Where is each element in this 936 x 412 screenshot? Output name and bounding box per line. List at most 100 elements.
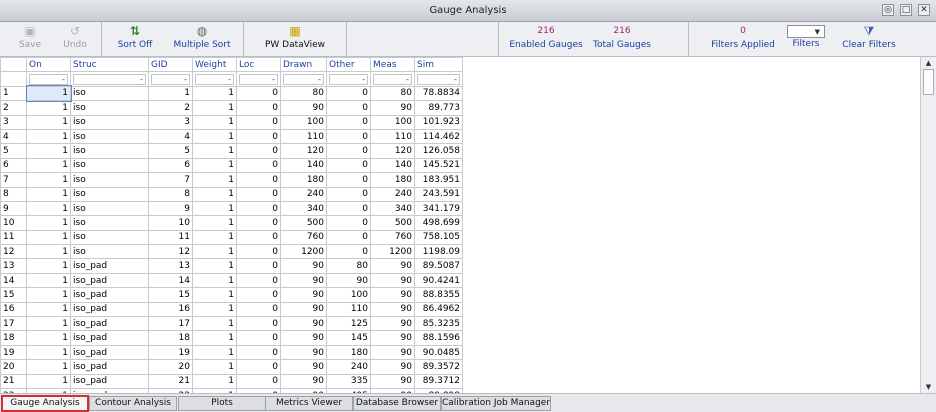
table-cell-gid[interactable]: 15 (148, 287, 193, 303)
table-cell-weight[interactable]: 1 (192, 287, 237, 303)
save-button[interactable]: ▣ Save (14, 24, 46, 55)
table-cell-drawn[interactable]: 80 (280, 85, 327, 102)
table-cell-sim[interactable]: 183.951 (414, 172, 463, 188)
table-cell-on[interactable]: 1 (26, 373, 71, 389)
table-cell-other[interactable]: 0 (326, 143, 371, 159)
table-cell-loc[interactable]: 0 (236, 186, 281, 202)
table-cell-other[interactable]: 0 (326, 100, 371, 116)
table-cell-meas[interactable]: 100 (370, 114, 415, 130)
column-filter-gid[interactable]: - (148, 71, 193, 87)
table-row[interactable]: 5 1 iso 5 1 0 120 0 120 126.058 (0, 143, 463, 159)
table-cell-drawn[interactable]: 340 (280, 200, 327, 217)
table-cell-drawn[interactable]: 90 (280, 301, 327, 318)
table-cell-on[interactable]: 1 (26, 316, 71, 332)
table-cell-loc[interactable]: 0 (236, 172, 281, 188)
table-cell-weight[interactable]: 1 (192, 100, 237, 116)
table-cell-meas[interactable]: 110 (370, 128, 415, 145)
table-cell-on[interactable]: 1 (26, 258, 71, 274)
maximize-icon[interactable]: □ (900, 4, 912, 16)
filter-dropdown[interactable]: - (417, 73, 460, 85)
table-cell-drawn[interactable]: 140 (280, 157, 327, 174)
table-cell-weight[interactable]: 1 (192, 301, 237, 318)
table-cell-struc[interactable]: iso_pad (70, 373, 149, 389)
table-cell-weight[interactable]: 1 (192, 215, 237, 231)
column-filter-on[interactable]: - (26, 71, 71, 87)
table-cell-on[interactable]: 1 (26, 186, 71, 202)
table-cell-meas[interactable]: 760 (370, 229, 415, 246)
table-cell-struc[interactable]: iso (70, 128, 149, 145)
table-cell-on[interactable]: 1 (26, 301, 71, 318)
table-cell-struc[interactable]: iso_pad (70, 316, 149, 332)
table-cell-weight[interactable]: 1 (192, 272, 237, 289)
table-cell-loc[interactable]: 0 (236, 316, 281, 332)
table-row[interactable]: 16 1 iso_pad 16 1 0 90 110 90 86.4962 (0, 301, 463, 318)
table-cell-weight[interactable]: 1 (192, 128, 237, 145)
clear-filters-button[interactable]: ⧩ Clear Filters (838, 24, 900, 55)
table-cell-sim[interactable]: 114.462 (414, 128, 463, 145)
table-cell-meas[interactable]: 90 (370, 330, 415, 346)
filter-dropdown[interactable]: - (373, 73, 412, 85)
column-filter-struc[interactable]: - (70, 71, 149, 87)
column-filter-other[interactable]: - (326, 71, 371, 87)
table-cell-sim[interactable]: 86.4962 (414, 301, 463, 318)
table-cell-meas[interactable]: 120 (370, 143, 415, 159)
table-cell-meas[interactable]: 1200 (370, 244, 415, 260)
table-cell-on[interactable]: 1 (26, 359, 71, 375)
column-filter-weight[interactable]: - (192, 71, 237, 87)
table-cell-struc[interactable]: iso_pad (70, 287, 149, 303)
table-cell-sim[interactable]: 243.591 (414, 186, 463, 202)
table-cell-meas[interactable]: 90 (370, 301, 415, 318)
column-header-on[interactable]: On (26, 57, 71, 73)
table-cell-on[interactable]: 1 (26, 344, 71, 361)
table-cell-other[interactable]: 90 (326, 272, 371, 289)
table-cell-drawn[interactable]: 90 (280, 344, 327, 361)
table-cell-gid[interactable]: 10 (148, 215, 193, 231)
table-cell-loc[interactable]: 0 (236, 373, 281, 389)
table-cell-sim[interactable]: 85.3235 (414, 316, 463, 332)
table-cell-on[interactable]: 1 (26, 215, 71, 231)
table-cell-struc[interactable]: iso_pad (70, 272, 149, 289)
table-row[interactable]: 10 1 iso 10 1 0 500 0 500 498.699 (0, 215, 463, 231)
table-cell-on[interactable]: 1 (26, 172, 71, 188)
table-cell-loc[interactable]: 0 (236, 344, 281, 361)
table-cell-meas[interactable]: 140 (370, 157, 415, 174)
table-cell-struc[interactable]: iso_pad (70, 344, 149, 361)
table-cell-weight[interactable]: 1 (192, 330, 237, 346)
table-cell-other[interactable]: 80 (326, 258, 371, 274)
tab-database-browser[interactable]: Database Browser (353, 396, 441, 411)
table-cell-other[interactable]: 0 (326, 85, 371, 102)
table-cell-struc[interactable]: iso (70, 215, 149, 231)
table-row[interactable]: 221iso_pad2210904959089.898 (0, 387, 463, 393)
column-header-loc[interactable]: Loc (236, 57, 281, 73)
table-cell-struc[interactable]: iso (70, 100, 149, 116)
table-cell-other[interactable]: 145 (326, 330, 371, 346)
column-header-drawn[interactable]: Drawn (280, 57, 327, 73)
table-cell-on[interactable]: 1 (26, 157, 71, 174)
column-filter-sim[interactable]: - (414, 71, 463, 87)
vertical-scrollbar[interactable]: ▲ ▼ (920, 57, 936, 393)
table-row[interactable]: 18 1 iso_pad 18 1 0 90 145 90 88.1596 (0, 330, 463, 346)
multiple-sort-button[interactable]: ◍ Multiple Sort (168, 24, 236, 55)
table-cell-loc[interactable]: 0 (236, 272, 281, 289)
table-row[interactable]: 13 1 iso_pad 13 1 0 90 80 90 89.5087 (0, 258, 463, 274)
table-cell-on[interactable]: 1 (26, 272, 71, 289)
table-cell-other[interactable]: 240 (326, 359, 371, 375)
table-row[interactable]: 8 1 iso 8 1 0 240 0 240 243.591 (0, 186, 463, 202)
table-cell-loc[interactable]: 0 (236, 143, 281, 159)
table-cell-gid[interactable]: 11 (148, 229, 193, 246)
table-row[interactable]: 6 1 iso 6 1 0 140 0 140 145.521 (0, 157, 463, 174)
column-filter-drawn[interactable]: - (280, 71, 327, 87)
table-row[interactable]: 7 1 iso 7 1 0 180 0 180 183.951 (0, 172, 463, 188)
table-cell-loc[interactable]: 0 (236, 85, 281, 102)
table-cell-drawn[interactable]: 90 (280, 287, 327, 303)
table-row[interactable]: 3 1 iso 3 1 0 100 0 100 101.923 (0, 114, 463, 130)
table-cell-struc[interactable]: iso_pad (70, 359, 149, 375)
table-cell-drawn[interactable]: 760 (280, 229, 327, 246)
column-filter-loc[interactable]: - (236, 71, 281, 87)
column-header-weight[interactable]: Weight (192, 57, 237, 73)
table-cell-weight[interactable]: 1 (192, 186, 237, 202)
table-row[interactable]: 2 1 iso 2 1 0 90 0 90 89.773 (0, 100, 463, 116)
table-cell-meas[interactable]: 90 (370, 316, 415, 332)
table-cell-weight[interactable]: 1 (192, 200, 237, 217)
table-cell-sim[interactable]: 498.699 (414, 215, 463, 231)
